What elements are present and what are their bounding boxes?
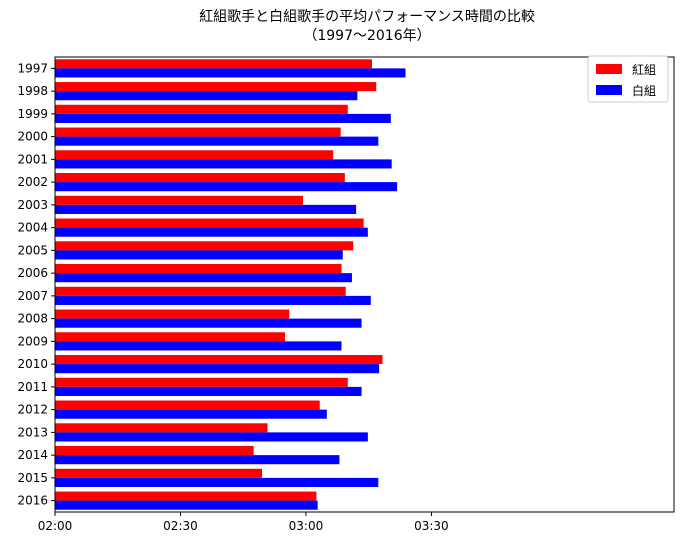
y-tick-label: 2011 [17,380,48,394]
bar-red-2007 [55,286,346,296]
bar-red-2010 [55,355,383,365]
y-tick-label: 2005 [17,243,48,257]
bar-red-2006 [55,264,342,274]
bar-red-2005 [55,241,354,251]
x-axis: 02:00 02:30 03:00 03:30 [38,512,449,533]
plot-frame [54,56,675,513]
bar-red-2004 [55,218,364,228]
bar-white-1997 [55,68,406,78]
y-tick-label: 2010 [17,357,48,371]
legend-label: 紅組 [632,63,656,77]
bar-white-2012 [55,409,327,419]
y-tick-label: 2001 [17,152,48,166]
x-tick-label: 02:00 [38,519,73,533]
bar-red-1998 [55,82,377,92]
bar-red-2013 [55,423,268,433]
bar-red-2008 [55,309,290,319]
legend-swatch [596,64,622,74]
bar-white-2016 [55,500,318,510]
bar-white-2002 [55,182,398,192]
y-tick-label: 1999 [17,107,48,121]
legend-swatch [596,85,622,95]
bar-red-2003 [55,195,304,205]
bar-red-2012 [55,400,320,410]
y-tick-label: 2008 [17,312,48,326]
bar-white-1998 [55,91,358,101]
x-tick-label: 03:00 [289,519,324,533]
bar-white-2011 [55,386,362,396]
y-tick-label: 2014 [17,448,48,462]
y-tick-label: 1997 [17,61,48,75]
chart-title: 紅組歌手と白組歌手の平均パフォーマンス時間の比較 [199,9,535,25]
y-tick-label: 2013 [17,425,48,439]
legend-label: 白組 [632,83,656,98]
y-tick-label: 2006 [17,266,48,280]
bar-red-2016 [55,491,317,501]
y-tick-label: 2003 [17,198,48,212]
y-axis: 1997 1998 1999 2000 2001 2002 2003 2004 2005 2006… [17,61,55,508]
bar-white-2006 [55,273,352,283]
chart-subtitle: （1997〜2016年） [303,28,430,44]
bar-red-2000 [55,127,341,137]
bar-white-2007 [55,295,371,305]
bar-white-1999 [55,113,391,123]
bar-red-2002 [55,173,345,183]
bar-white-2005 [55,250,343,260]
bar-white-2014 [55,455,340,465]
bar-white-2015 [55,477,379,487]
x-tick-label: 03:30 [414,519,449,533]
bar-white-2009 [55,341,342,351]
y-tick-label: 2004 [17,221,48,235]
bar-white-2000 [55,136,379,146]
y-tick-label: 2012 [17,403,48,417]
bar-white-2001 [55,159,392,169]
bar-white-2008 [55,318,362,328]
bar-white-2013 [55,432,368,442]
bar-red-2015 [55,468,263,478]
y-tick-label: 2016 [17,494,48,508]
bar-red-2009 [55,332,286,342]
y-tick-label: 2002 [17,175,48,189]
bar-red-2014 [55,446,254,456]
y-tick-label: 2007 [17,289,48,303]
bar-red-1999 [55,104,348,114]
x-tick-label: 02:30 [163,519,198,533]
bar-red-2001 [55,150,334,160]
y-tick-label: 2000 [17,130,48,144]
bar-red-1997 [55,59,373,69]
bar-white-2004 [55,227,368,237]
bar-white-2010 [55,364,380,374]
bar-white-2003 [55,204,357,214]
y-tick-label: 2009 [17,334,48,348]
y-tick-label: 1998 [17,84,48,98]
bar-red-2011 [55,377,348,387]
y-tick-label: 2015 [17,471,48,485]
bars-group [55,59,406,510]
